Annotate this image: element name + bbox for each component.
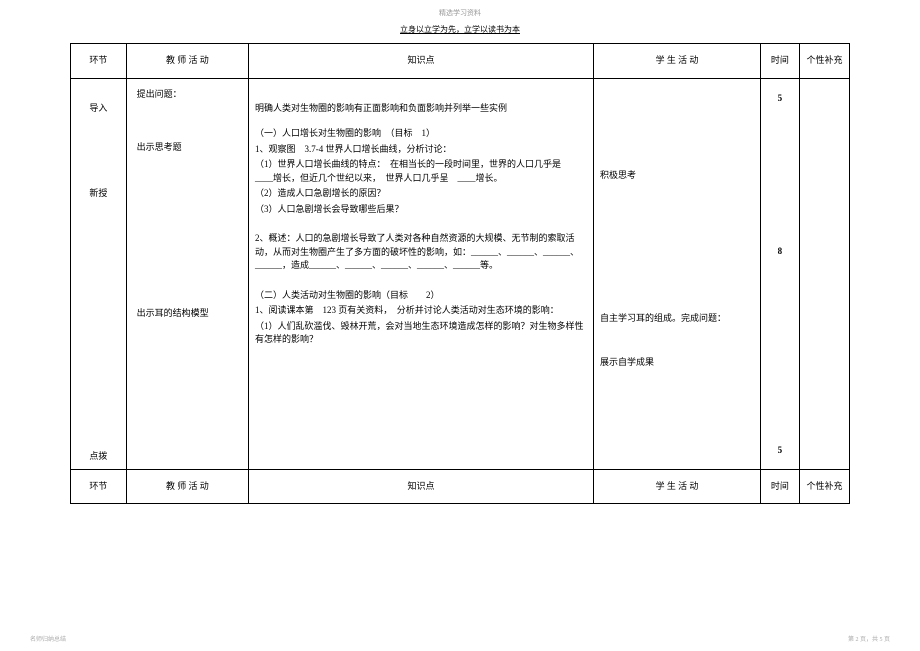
k-n3: （2）造成人口急剧增长的原因？	[255, 187, 587, 201]
k-title1: （一）人口增长对生物圈的影响 （目标 1）	[255, 127, 587, 141]
student-cell: 积极思考 自主学习耳的组成。完成问题： 展示自学成果	[594, 78, 761, 469]
lesson-table: 环节 教 师 活 动 知识点 学 生 活 动 时间 个性补充 导入 新授 点拨 …	[70, 43, 850, 504]
student-new2: 展示自学成果	[600, 356, 754, 370]
footer-knowledge: 知识点	[249, 469, 594, 504]
subtitle-prefix: 立身以立学为先，	[400, 25, 464, 34]
k-p2: （1）人们乱砍滥伐、毁林开荒，会对当地生态环境造成怎样的影响？对生物多样性有怎样…	[255, 320, 587, 347]
student-intro: 积极思考	[600, 169, 754, 183]
teacher-q: 提出问题：	[133, 84, 242, 114]
k-n1: 1、观察图 3.7-4 世界人口增长曲线，分析讨论：	[255, 143, 587, 157]
subtitle: 立身以立学为先，立学以读书为本	[0, 18, 920, 43]
teacher-think: 出示思考题	[133, 113, 242, 167]
stage-point: 点拨	[77, 424, 120, 464]
teacher-cell: 提出问题： 出示思考题 出示耳的结构模型	[126, 78, 248, 469]
table-footer-row: 环节 教 师 活 动 知识点 学 生 活 动 时间 个性补充	[71, 469, 850, 504]
k-n2: （1）世界人口增长曲线的特点： 在相当长的一段时间里，世界的人口几乎是 ____…	[255, 158, 587, 185]
time-cell: 5 8 5	[760, 78, 799, 469]
k-n4: （3）人口急剧增长会导致哪些后果？	[255, 203, 587, 217]
footer-left: 名师归纳总结	[30, 634, 66, 643]
header-teacher: 教 师 活 动	[126, 44, 248, 79]
teacher-model: 出示耳的结构模型	[133, 167, 242, 333]
header-knowledge: 知识点	[249, 44, 594, 79]
stage-intro: 导入	[77, 84, 120, 134]
stage-cell: 导入 新授 点拨	[71, 78, 127, 469]
time-intro: 5	[767, 92, 793, 106]
body-row: 导入 新授 点拨 提出问题： 出示思考题 出示耳的结构模型 明确人类对生物圈的影…	[71, 78, 850, 469]
top-note: 精选学习资料	[0, 0, 920, 18]
table-header-row: 环节 教 师 活 动 知识点 学 生 活 动 时间 个性补充	[71, 44, 850, 79]
k-title2: （二）人类活动对生物圈的影响（目标 2）	[255, 289, 587, 303]
k-p1: 1、阅读课本第 123 页有关资料， 分析并讨论人类活动对生态环境的影响：	[255, 304, 587, 318]
footer-stage: 环节	[71, 469, 127, 504]
stage-new: 新授	[77, 134, 120, 254]
extra-cell	[799, 78, 849, 469]
footer-student: 学 生 活 动	[594, 469, 761, 504]
student-new1: 自主学习耳的组成。完成问题：	[600, 312, 754, 326]
k-intro: 明确人类对生物圈的影响有正面影响和负面影响并列举一些实例	[255, 102, 587, 116]
subtitle-underline: 立学以读书为本	[464, 25, 520, 34]
header-time: 时间	[760, 44, 799, 79]
knowledge-cell: 明确人类对生物圈的影响有正面影响和负面影响并列举一些实例 （一）人口增长对生物圈…	[249, 78, 594, 469]
header-student: 学 生 活 动	[594, 44, 761, 79]
header-stage: 环节	[71, 44, 127, 79]
footer-teacher: 教 师 活 动	[126, 469, 248, 504]
time-new: 8	[767, 245, 793, 259]
footer-right: 第 2 页，共 5 页	[848, 634, 890, 643]
time-point: 5	[767, 444, 793, 458]
footer-time: 时间	[760, 469, 799, 504]
footer-extra: 个性补充	[799, 469, 849, 504]
header-extra: 个性补充	[799, 44, 849, 79]
k-n5: 2、概述：人口的急剧增长导致了人类对各种自然资源的大规模、无节制的索取活动，从而…	[255, 232, 587, 273]
